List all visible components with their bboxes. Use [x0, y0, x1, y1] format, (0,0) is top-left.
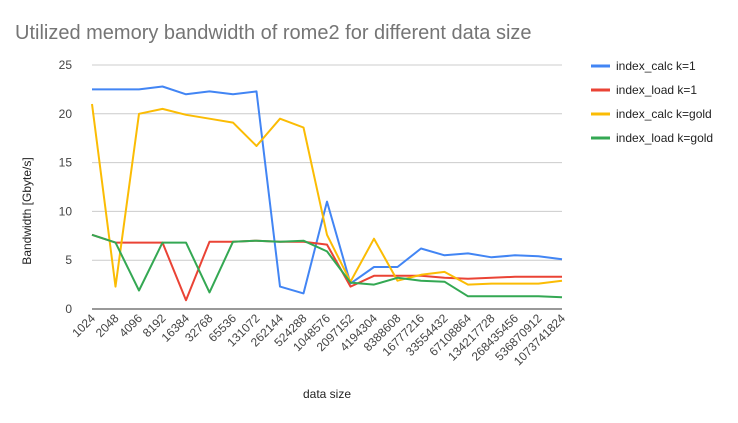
y-axis-ticks: 0 5 10 15 20 25 — [59, 58, 73, 316]
y-tick-label: 0 — [65, 302, 72, 316]
x-axis-label: data size — [303, 387, 351, 401]
x-axis-ticks: 1024204840968192163843276865536131072262… — [69, 311, 568, 368]
legend: index_calc k=1 index_load k=1 index_calc k… — [591, 59, 713, 145]
legend-label: index_load k=1 — [616, 83, 697, 97]
chart-title: Utilized memory bandwidth of rome2 for d… — [15, 22, 532, 44]
legend-label: index_load k=gold — [616, 131, 713, 145]
y-tick-label: 10 — [59, 204, 73, 218]
legend-label: index_calc k=1 — [616, 59, 696, 73]
series-line-1 — [92, 85, 563, 295]
series-line-2 — [91, 233, 562, 302]
x-tick-label: 4096 — [116, 311, 145, 340]
series-lines — [91, 85, 563, 302]
gridlines — [92, 64, 562, 310]
y-tick-label: 5 — [65, 253, 72, 267]
y-axis-label: Bandwidth [Gbyte/s] — [20, 157, 34, 264]
y-tick-label: 20 — [59, 107, 73, 121]
series-line-4 — [91, 233, 563, 299]
y-tick-label: 15 — [59, 156, 73, 170]
y-tick-label: 25 — [59, 58, 73, 72]
series-line-3 — [91, 103, 563, 288]
x-tick-label: 1024 — [69, 311, 98, 340]
legend-label: index_calc k=gold — [616, 107, 712, 121]
x-tick-label: 2048 — [93, 311, 122, 340]
